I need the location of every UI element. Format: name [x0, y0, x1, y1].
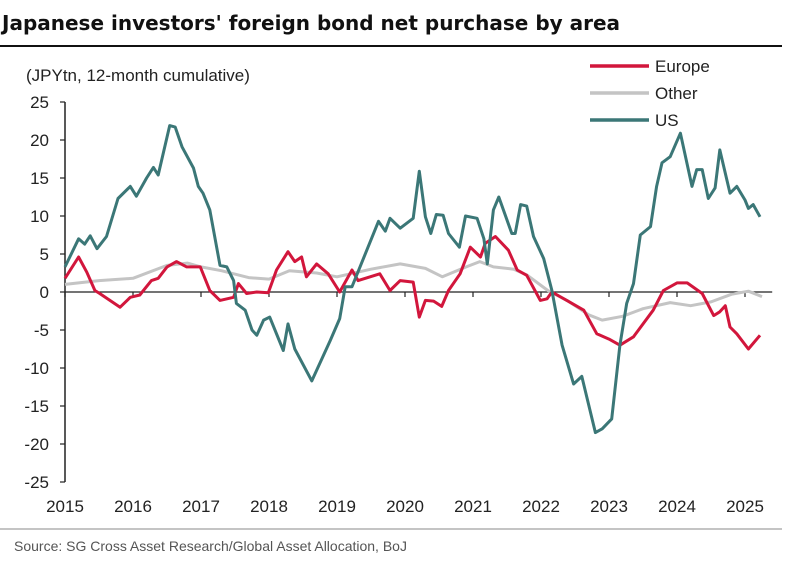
series-lines — [63, 124, 763, 435]
y-tick-label: -5 — [34, 321, 49, 340]
legend: Europe Other US — [590, 57, 710, 130]
y-tick-label: 0 — [40, 283, 49, 302]
series-line-other — [64, 260, 763, 322]
x-tick-label: 2025 — [726, 497, 764, 516]
y-tick-label: -20 — [24, 435, 49, 454]
y-tick-label: 10 — [30, 207, 49, 226]
y-tick-label: -10 — [24, 359, 49, 378]
x-tick-label: 2017 — [182, 497, 220, 516]
x-tick-label: 2024 — [658, 497, 696, 516]
y-tick-label: 25 — [30, 93, 49, 112]
y-tick-label: 20 — [30, 131, 49, 150]
x-tick-label: 2015 — [46, 497, 84, 516]
x-tick-label: 2020 — [386, 497, 424, 516]
x-tick-label: 2016 — [114, 497, 152, 516]
x-tick-label: 2022 — [522, 497, 560, 516]
x-tick-label: 2023 — [590, 497, 628, 516]
source-note: Source: SG Cross Asset Research/Global A… — [14, 538, 407, 554]
y-tick-label: -15 — [24, 397, 49, 416]
series-line-us — [63, 124, 762, 435]
legend-label-europe: Europe — [655, 57, 710, 76]
y-tick-label: 15 — [30, 169, 49, 188]
x-tick-label: 2018 — [250, 497, 288, 516]
x-tick-label: 2021 — [454, 497, 492, 516]
y-tick-label: 5 — [40, 245, 49, 264]
series-line-europe — [63, 235, 762, 351]
x-tick-label: 2019 — [318, 497, 356, 516]
chart-title: Japanese investors' foreign bond net pur… — [0, 11, 620, 35]
legend-label-other: Other — [655, 84, 698, 103]
y-tick-label: -25 — [24, 473, 49, 492]
legend-label-us: US — [655, 111, 679, 130]
y-axis-label: (JPYtn, 12-month cumulative) — [26, 66, 250, 85]
